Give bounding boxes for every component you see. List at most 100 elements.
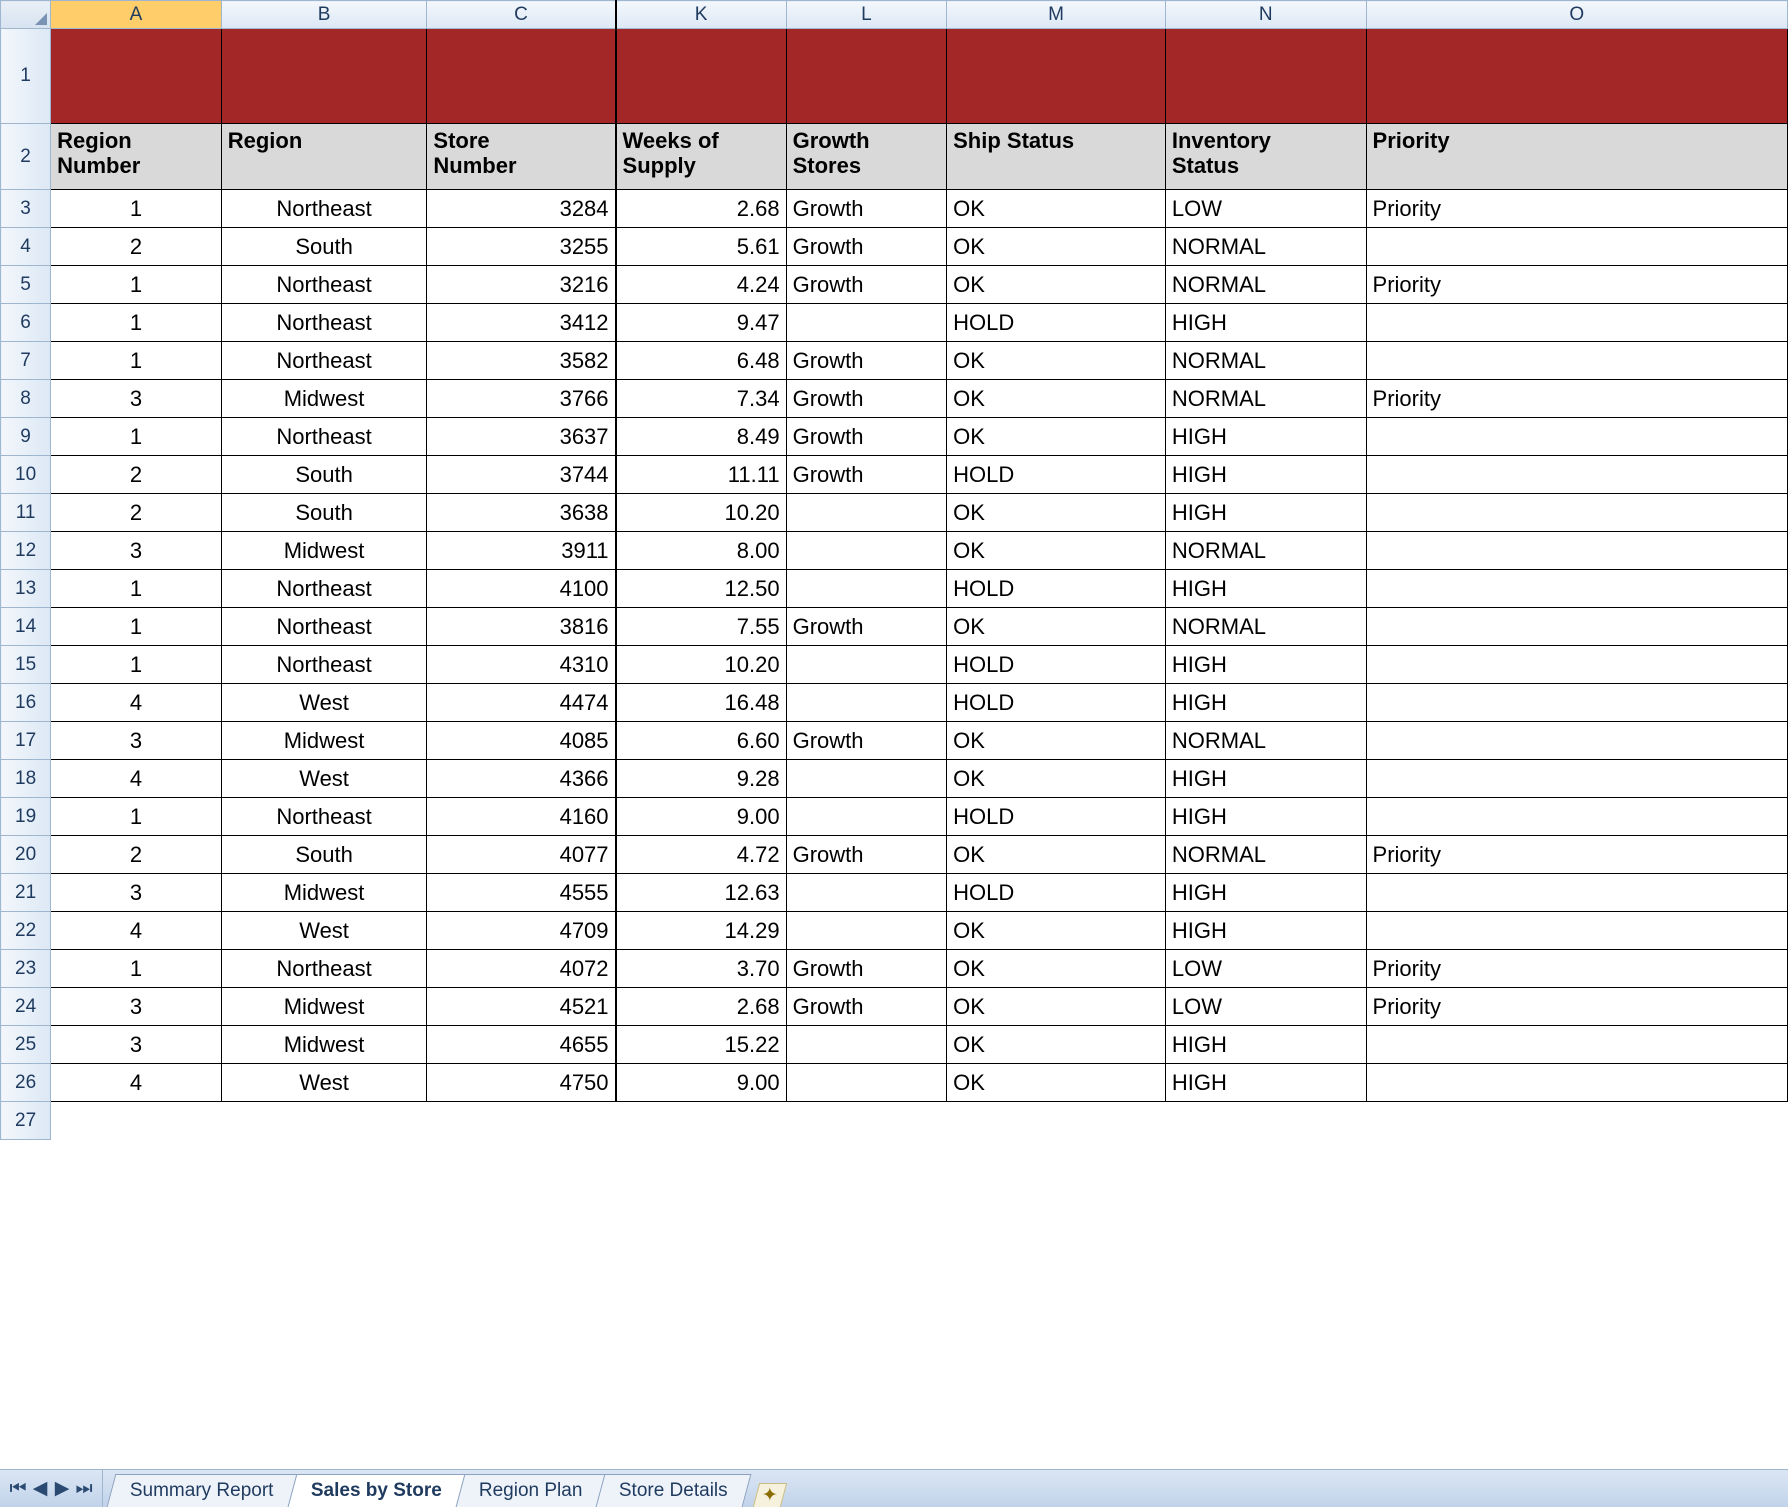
cell-C[interactable]: 4077 [427,836,616,874]
cell-L[interactable] [786,29,947,124]
cell-A[interactable]: 3 [51,1026,222,1064]
cell-L[interactable] [786,684,947,722]
cell-O[interactable] [1366,874,1787,912]
cell-A[interactable]: 1 [51,608,222,646]
cell-N[interactable]: LOW [1165,950,1366,988]
cell-C[interactable]: 4655 [427,1026,616,1064]
tab-nav-last[interactable]: ⏭ [74,1479,94,1499]
cell-L[interactable] [786,646,947,684]
cell-C[interactable]: 4474 [427,684,616,722]
row-header-6[interactable]: 6 [1,304,51,342]
row-header-16[interactable]: 16 [1,684,51,722]
cell-B[interactable]: Midwest [221,988,427,1026]
row-header-10[interactable]: 10 [1,456,51,494]
column-header-C[interactable]: C [427,1,616,29]
cell-C[interactable]: 3638 [427,494,616,532]
cell-L[interactable]: GrowthStores [786,124,947,190]
cell-B[interactable]: Northeast [221,950,427,988]
cell-B[interactable] [221,29,427,124]
cell-N[interactable]: HIGH [1165,684,1366,722]
cell-L[interactable] [786,1026,947,1064]
row-header-19[interactable]: 19 [1,798,51,836]
cell-M[interactable] [947,1102,1166,1140]
cell-N[interactable]: HIGH [1165,1026,1366,1064]
cell-N[interactable]: HIGH [1165,456,1366,494]
cell-O[interactable] [1366,684,1787,722]
cell-L[interactable]: Growth [786,190,947,228]
cell-B[interactable]: West [221,1064,427,1102]
cell-K[interactable]: 9.28 [616,760,787,798]
cell-N[interactable]: NORMAL [1165,722,1366,760]
cell-L[interactable] [786,912,947,950]
cell-N[interactable]: NORMAL [1165,836,1366,874]
cell-O[interactable] [1366,760,1787,798]
cell-C[interactable]: 4100 [427,570,616,608]
cell-B[interactable]: West [221,912,427,950]
cell-K[interactable]: 3.70 [616,950,787,988]
cell-M[interactable]: OK [947,950,1166,988]
cell-O[interactable]: Priority [1366,266,1787,304]
row-header-11[interactable]: 11 [1,494,51,532]
cell-L[interactable] [786,798,947,836]
tab-nav-next[interactable]: ▶ [52,1479,72,1499]
cell-K[interactable]: 6.48 [616,342,787,380]
select-all-corner[interactable] [1,1,51,29]
cell-B[interactable] [221,1102,427,1140]
sheet-tab[interactable]: Region Plan [455,1474,605,1507]
row-header-24[interactable]: 24 [1,988,51,1026]
row-header-17[interactable]: 17 [1,722,51,760]
row-header-15[interactable]: 15 [1,646,51,684]
cell-M[interactable]: OK [947,912,1166,950]
cell-K[interactable]: 15.22 [616,1026,787,1064]
cell-L[interactable]: Growth [786,380,947,418]
worksheet-grid[interactable]: ABCKLMNO 12RegionNumberRegionStoreNumber… [0,0,1788,1469]
cell-O[interactable] [1366,228,1787,266]
cell-K[interactable]: 5.61 [616,228,787,266]
cell-B[interactable]: Midwest [221,380,427,418]
cell-L[interactable] [786,874,947,912]
cell-A[interactable]: 4 [51,760,222,798]
row-header-9[interactable]: 9 [1,418,51,456]
cell-O[interactable] [1366,646,1787,684]
cell-O[interactable]: Priority [1366,124,1787,190]
cell-N[interactable]: HIGH [1165,494,1366,532]
row-header-23[interactable]: 23 [1,950,51,988]
cell-A[interactable]: 4 [51,684,222,722]
cell-C[interactable]: 4085 [427,722,616,760]
cell-K[interactable]: 7.55 [616,608,787,646]
cell-L[interactable] [786,570,947,608]
cell-B[interactable]: Northeast [221,570,427,608]
cell-A[interactable] [51,29,222,124]
cell-B[interactable]: West [221,684,427,722]
cell-B[interactable]: Northeast [221,266,427,304]
cell-O[interactable]: Priority [1366,190,1787,228]
cell-L[interactable]: Growth [786,342,947,380]
cell-M[interactable]: OK [947,836,1166,874]
row-header-27[interactable]: 27 [1,1102,51,1140]
cell-M[interactable]: OK [947,266,1166,304]
cell-A[interactable]: 1 [51,190,222,228]
row-header-25[interactable]: 25 [1,1026,51,1064]
cell-N[interactable] [1165,29,1366,124]
cell-N[interactable]: HIGH [1165,418,1366,456]
cell-N[interactable]: HIGH [1165,1064,1366,1102]
cell-C[interactable]: 4555 [427,874,616,912]
cell-M[interactable]: OK [947,532,1166,570]
cell-O[interactable] [1366,304,1787,342]
cell-A[interactable]: 1 [51,342,222,380]
cell-K[interactable]: 12.50 [616,570,787,608]
cell-L[interactable] [786,1102,947,1140]
cell-B[interactable]: Midwest [221,532,427,570]
cell-A[interactable]: 3 [51,532,222,570]
sheet-tab[interactable]: Store Details [596,1474,752,1507]
cell-L[interactable]: Growth [786,722,947,760]
cell-N[interactable]: HIGH [1165,304,1366,342]
cell-C[interactable]: StoreNumber [427,124,616,190]
cell-N[interactable]: NORMAL [1165,380,1366,418]
cell-K[interactable]: 12.63 [616,874,787,912]
cell-A[interactable]: 2 [51,836,222,874]
row-header-21[interactable]: 21 [1,874,51,912]
cell-A[interactable]: 4 [51,1064,222,1102]
row-header-12[interactable]: 12 [1,532,51,570]
cell-M[interactable]: OK [947,190,1166,228]
